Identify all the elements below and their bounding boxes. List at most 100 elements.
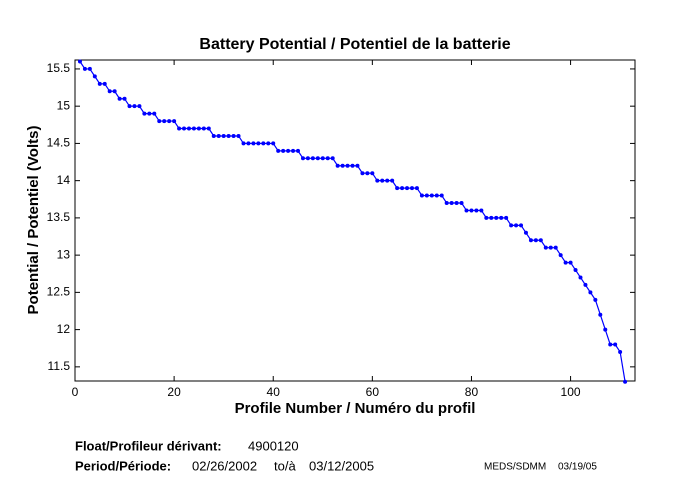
- data-point: [568, 260, 573, 265]
- data-point: [454, 200, 459, 205]
- data-point: [142, 111, 147, 116]
- data-point: [147, 111, 152, 116]
- data-point: [191, 126, 196, 131]
- period-label: Period/Période:: [75, 458, 171, 473]
- data-point: [543, 245, 548, 250]
- data-point: [330, 156, 335, 161]
- data-point: [385, 178, 390, 183]
- period-start: 02/26/2002: [192, 458, 257, 473]
- y-tick-label: 14: [57, 173, 71, 187]
- data-point: [271, 141, 276, 146]
- y-tick-label: 12: [57, 322, 71, 336]
- data-point: [152, 111, 157, 116]
- data-point: [578, 275, 583, 280]
- data-point: [548, 245, 553, 250]
- data-point: [519, 223, 524, 228]
- data-point: [494, 215, 499, 220]
- data-point: [434, 193, 439, 198]
- credit-date: 03/19/05: [558, 462, 597, 473]
- data-point: [375, 178, 380, 183]
- data-point: [429, 193, 434, 198]
- data-point: [583, 282, 588, 287]
- y-tick-label: 13: [57, 247, 71, 261]
- data-point: [122, 96, 127, 101]
- data-point: [92, 74, 97, 79]
- data-point: [226, 133, 231, 138]
- data-point: [305, 156, 310, 161]
- data-point: [291, 148, 296, 153]
- credit: MEDS/SDMM: [484, 462, 546, 473]
- period-sep: to/à: [274, 458, 296, 473]
- y-axis-label: Potential / Potentiel (Volts): [25, 126, 42, 315]
- x-tick-label: 100: [561, 385, 581, 399]
- data-point: [474, 208, 479, 213]
- data-point: [603, 327, 608, 332]
- data-point: [325, 156, 330, 161]
- x-tick-label: 20: [167, 385, 181, 399]
- data-point: [444, 200, 449, 205]
- data-point: [484, 215, 489, 220]
- data-point: [459, 200, 464, 205]
- data-point: [87, 66, 92, 71]
- data-point: [380, 178, 385, 183]
- data-point: [320, 156, 325, 161]
- data-point: [82, 66, 87, 71]
- data-point: [400, 186, 405, 191]
- data-point: [623, 379, 628, 384]
- data-point: [281, 148, 286, 153]
- data-point: [112, 89, 117, 94]
- data-point: [172, 119, 177, 124]
- data-point: [449, 200, 454, 205]
- data-point: [246, 141, 251, 146]
- data-point: [558, 253, 563, 258]
- data-point: [489, 215, 494, 220]
- data-point: [424, 193, 429, 198]
- y-tick-label: 11.5: [48, 359, 71, 373]
- data-point: [261, 141, 266, 146]
- data-point: [102, 81, 107, 86]
- data-point: [77, 59, 82, 64]
- x-tick-label: 80: [465, 385, 479, 399]
- data-point: [613, 342, 618, 347]
- data-point: [499, 215, 504, 220]
- data-point: [231, 133, 236, 138]
- data-point: [370, 171, 375, 176]
- data-point: [251, 141, 256, 146]
- y-tick-label: 15: [57, 98, 71, 112]
- data-point: [618, 349, 623, 354]
- data-point: [296, 148, 301, 153]
- chart-title: Battery Potential / Potentiel de la batt…: [199, 36, 510, 53]
- data-point: [206, 126, 211, 131]
- data-point: [286, 148, 291, 153]
- data-point: [514, 223, 519, 228]
- data-point: [360, 171, 365, 176]
- data-point: [523, 230, 528, 235]
- data-point: [563, 260, 568, 265]
- float-id: 4900120: [248, 438, 299, 453]
- data-point: [509, 223, 514, 228]
- data-point: [216, 133, 221, 138]
- data-point: [276, 148, 281, 153]
- plot-frame: [74, 59, 636, 382]
- data-point: [533, 238, 538, 243]
- x-tick-label: 0: [72, 385, 79, 399]
- x-tick-label: 60: [366, 385, 380, 399]
- data-point: [345, 163, 350, 168]
- data-point: [340, 163, 345, 168]
- y-tick-label: 13.5: [47, 210, 71, 224]
- data-point: [182, 126, 187, 131]
- data-point: [162, 119, 167, 124]
- data-point: [266, 141, 271, 146]
- data-point: [201, 126, 206, 131]
- y-tick-label: 15.5: [47, 61, 71, 75]
- data-point: [409, 186, 414, 191]
- data-point: [414, 186, 419, 191]
- data-point: [300, 156, 305, 161]
- data-point: [350, 163, 355, 168]
- data-point: [528, 238, 533, 243]
- data-point: [221, 133, 226, 138]
- data-point: [127, 104, 132, 109]
- data-point: [211, 133, 216, 138]
